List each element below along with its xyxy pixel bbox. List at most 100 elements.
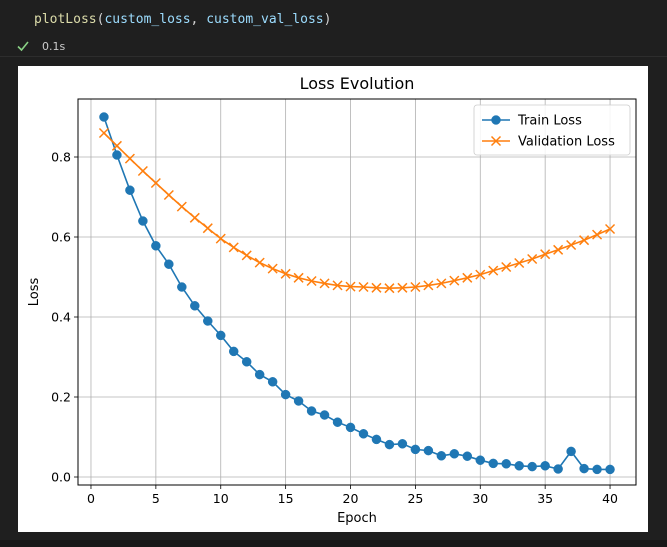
train-loss-point	[125, 185, 135, 195]
train-loss-point	[475, 455, 486, 465]
train-loss-point	[423, 445, 434, 456]
validation-loss-point	[397, 282, 408, 293]
train-loss-point	[462, 451, 473, 461]
validation-loss-point	[371, 282, 382, 293]
train-loss-point	[345, 422, 356, 433]
train-loss-point	[488, 458, 499, 469]
train-loss-point	[280, 389, 291, 400]
x-tick-label: 30	[472, 491, 488, 506]
train-loss-point	[177, 282, 187, 292]
y-tick-label: 0.4	[51, 310, 71, 325]
x-tick-label: 20	[343, 491, 359, 506]
validation-loss-point	[215, 233, 226, 244]
validation-loss-point	[423, 280, 434, 291]
validation-loss-point	[176, 201, 187, 212]
validation-loss-point	[514, 257, 525, 269]
validation-loss-point	[475, 269, 486, 280]
train-loss-point	[190, 301, 200, 311]
cell-divider	[0, 56, 667, 57]
y-tick-label: 0.6	[51, 230, 71, 245]
train-loss-point	[164, 259, 174, 269]
train-loss-point	[410, 444, 421, 455]
train-loss-point	[553, 464, 563, 474]
x-tick-label: 5	[152, 491, 160, 506]
train-loss-point	[540, 461, 550, 471]
validation-loss-point	[553, 244, 564, 255]
validation-loss-point	[241, 250, 252, 261]
train-loss-point	[449, 449, 460, 459]
train-loss-point	[99, 112, 109, 122]
code-open-paren: (	[96, 12, 105, 27]
legend-box	[473, 104, 631, 156]
y-tick-label: 0.2	[51, 390, 71, 405]
grid-layer	[78, 99, 636, 485]
code-comma: ,	[190, 12, 207, 27]
x-tick-label: 0	[87, 491, 95, 506]
legend-label-train-loss: Train Loss	[517, 114, 582, 129]
validation-loss-point	[163, 189, 174, 201]
x-tick-label: 15	[278, 491, 294, 506]
loss-chart: Loss Evolution 0 5 10 15 20 25 30 35 40 0.0 0.2 0.4…	[27, 74, 637, 526]
train-loss-point	[384, 439, 395, 450]
train-loss-point	[501, 459, 511, 469]
validation-loss-point	[488, 265, 499, 276]
cell-output: Loss Evolution 0 5 10 15 20 25 30 35 40 0.0 0.2 0.4…	[18, 66, 648, 532]
x-tick-label: 10	[213, 491, 229, 506]
validation-loss-point	[98, 127, 109, 139]
validation-loss-point	[345, 281, 356, 292]
validation-loss-point	[306, 275, 317, 287]
validation-loss-point	[449, 275, 460, 286]
validation-loss-point	[410, 281, 421, 293]
train-loss-line	[103, 116, 611, 471]
check-icon	[17, 41, 29, 52]
code-arg-custom-val-loss: custom_val_loss	[206, 12, 324, 27]
train-loss-point	[306, 406, 317, 416]
y-tick-label: 0.0	[51, 470, 71, 485]
validation-loss-point	[384, 283, 395, 294]
train-loss-point	[228, 346, 239, 357]
validation-loss-point	[592, 229, 603, 240]
validation-loss-point	[501, 261, 512, 273]
train-loss-point	[254, 369, 265, 380]
train-loss-point	[112, 150, 122, 160]
validation-loss-point	[228, 242, 239, 253]
train-loss-point	[592, 464, 602, 475]
validation-loss-point	[111, 140, 122, 151]
validation-loss-point	[137, 165, 148, 177]
validation-loss-point	[319, 278, 330, 289]
validation-loss-point	[202, 223, 213, 234]
validation-loss-point	[605, 223, 616, 235]
train-loss-point	[267, 377, 278, 387]
execution-time: 0.1s	[42, 39, 66, 53]
validation-loss-point	[566, 239, 577, 251]
legend-marker-train-loss	[491, 115, 501, 125]
validation-loss-point	[436, 278, 447, 289]
train-loss-point	[579, 463, 589, 474]
bottom-strip	[0, 540, 667, 547]
x-tick-label: 35	[537, 491, 553, 506]
train-loss-point	[436, 451, 447, 461]
validation-loss-point	[189, 212, 200, 223]
code-function-name: plotLoss	[34, 12, 97, 27]
validation-loss-point	[462, 272, 473, 283]
code-arg-custom-loss: custom_loss	[104, 12, 191, 27]
train-loss-point	[215, 330, 226, 341]
validation-loss-point	[267, 263, 278, 274]
train-loss-point	[332, 417, 343, 427]
chart-title: Loss Evolution	[300, 74, 415, 93]
y-tick-label: 0.8	[51, 150, 71, 165]
code-cell[interactable]: plotLoss(custom_loss, custom_val_loss)	[0, 0, 667, 36]
validation-loss-line	[103, 132, 611, 290]
legend-label-validation-loss: Validation Loss	[518, 135, 615, 150]
validation-loss-point	[358, 281, 369, 293]
code-close-paren: )	[323, 12, 332, 27]
series-layer	[98, 112, 616, 475]
train-loss-point	[151, 241, 161, 251]
code-line[interactable]: plotLoss(custom_loss, custom_val_loss)	[34, 12, 331, 27]
validation-loss-point	[332, 280, 343, 291]
y-axis-label: Loss	[27, 278, 42, 307]
train-loss-point	[566, 446, 576, 457]
legend-marker-validation-loss	[490, 135, 502, 147]
validation-loss-point	[124, 153, 135, 164]
train-loss-point	[241, 357, 252, 367]
